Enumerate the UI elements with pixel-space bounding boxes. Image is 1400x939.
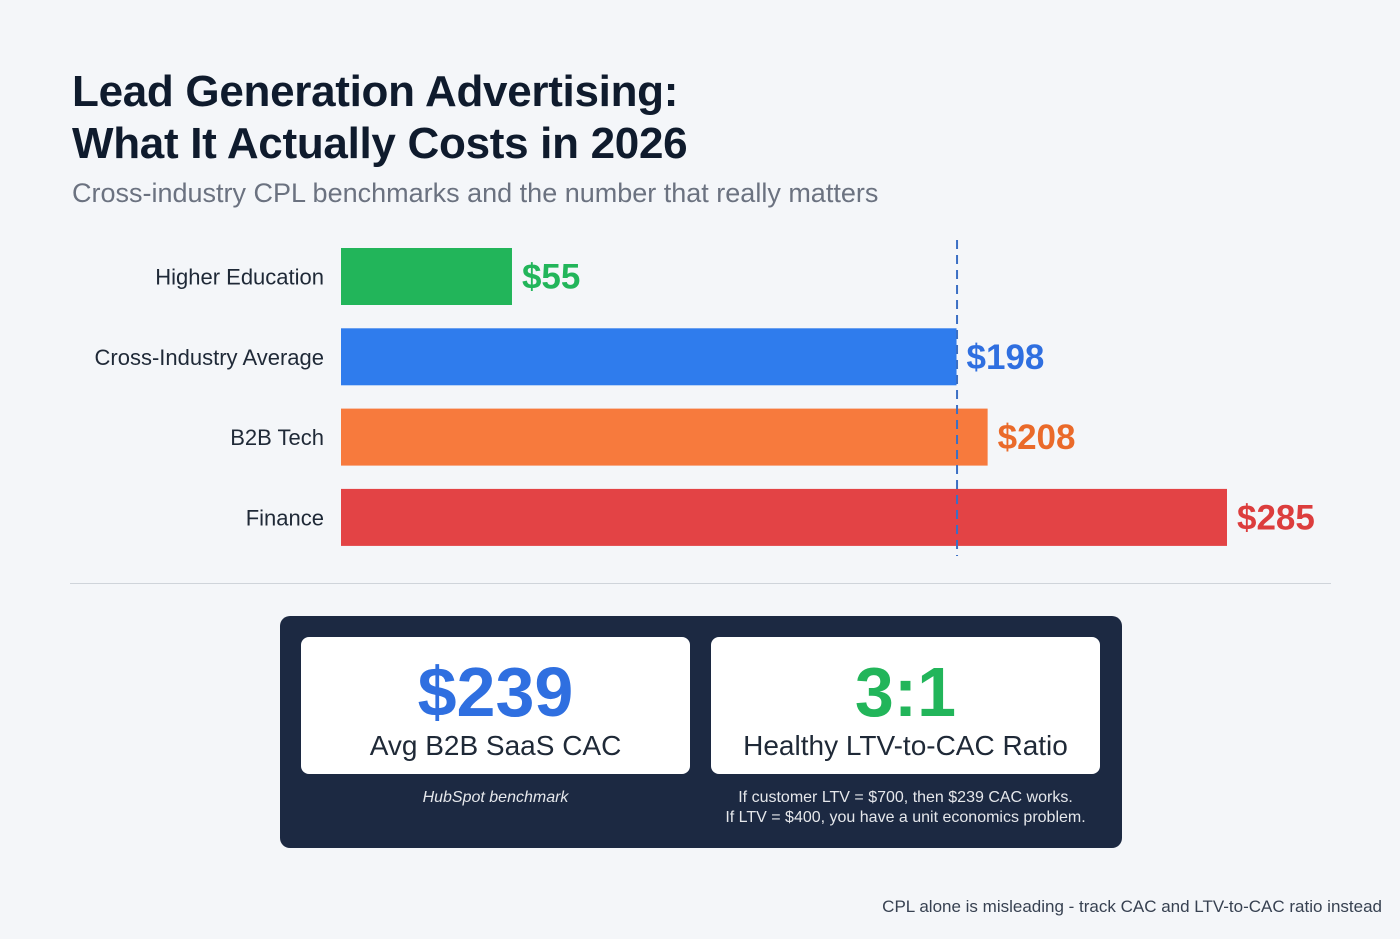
cpl-bar-chart: Higher Education $55 Cross-Industry Averag… — [95, 240, 1315, 556]
ratio-note: If customer LTV = $700, then $239 CAC wo… — [701, 788, 1110, 828]
category-label: Finance — [246, 505, 324, 530]
cac-note: HubSpot benchmark — [422, 789, 569, 806]
ratio-note-line-2: If LTV = $400, you have a unit economics… — [725, 809, 1086, 826]
title-line-1: Lead Generation Advertising: — [72, 67, 679, 116]
bar — [341, 408, 988, 466]
bar — [341, 488, 1227, 546]
cac-value: $239 — [417, 653, 574, 731]
highlights-panel: $239 Avg B2B SaaS CAC 3:1 Healthy LTV-to… — [280, 616, 1122, 848]
section-divider — [70, 583, 1331, 584]
category-label: Higher Education — [155, 265, 324, 290]
page-subtitle: Cross-industry CPL benchmarks and the nu… — [72, 178, 879, 208]
value-label: $198 — [967, 338, 1045, 377]
value-label: $55 — [522, 258, 580, 297]
cac-label: Avg B2B SaaS CAC — [369, 730, 622, 761]
value-label: $208 — [998, 418, 1076, 457]
bar — [341, 248, 512, 305]
ratio-value: 3:1 — [854, 653, 957, 731]
bar — [341, 328, 957, 386]
title-line-2: What It Actually Costs in 2026 — [72, 119, 688, 168]
footer-note: CPL alone is misleading - track CAC and … — [882, 897, 1382, 916]
category-label: Cross-Industry Average — [95, 345, 324, 370]
ratio-label: Healthy LTV-to-CAC Ratio — [743, 730, 1068, 761]
ratio-note-line-1: If customer LTV = $700, then $239 CAC wo… — [738, 789, 1073, 806]
cac-card: $239 Avg B2B SaaS CAC — [301, 637, 690, 774]
category-label: B2B Tech — [230, 425, 324, 450]
value-label: $285 — [1237, 498, 1315, 537]
page-title: Lead Generation Advertising: What It Act… — [72, 66, 688, 170]
ratio-card: 3:1 Healthy LTV-to-CAC Ratio — [711, 637, 1100, 774]
